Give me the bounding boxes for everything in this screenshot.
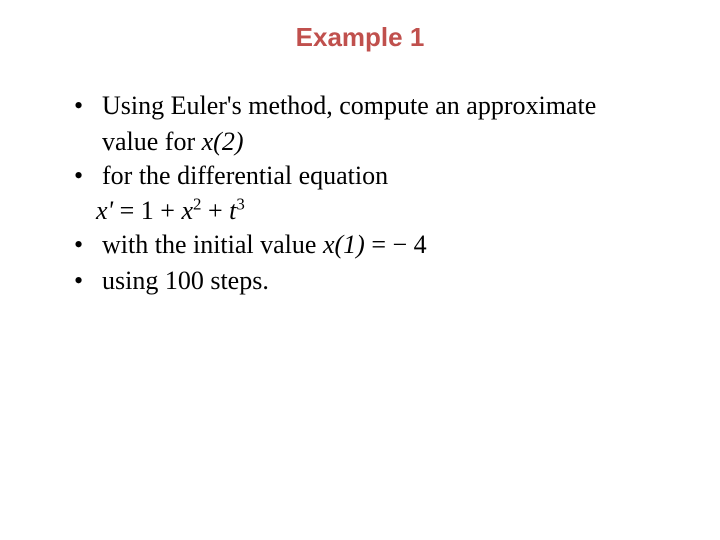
formula-x2-base: x xyxy=(181,196,193,225)
bullet-1-line2-italic: x(2) xyxy=(202,127,244,156)
bullet-2: for the differential equation xyxy=(72,159,660,193)
bullet-1-text-line1: Using Euler's method, compute an approxi… xyxy=(102,91,596,120)
bullet-1: Using Euler's method, compute an approxi… xyxy=(72,89,660,123)
slide-title: Example 1 xyxy=(0,0,720,61)
formula-line: x' = 1 + x2 + t3 xyxy=(72,194,660,228)
slide-content: Using Euler's method, compute an approxi… xyxy=(0,61,720,298)
bullet-2-text: for the differential equation xyxy=(102,161,388,190)
bullet-1-line2-prefix: value for xyxy=(102,127,202,156)
bullet-3-italic: x(1) xyxy=(323,230,365,259)
formula-eq: = 1 + xyxy=(120,196,182,225)
bullet-3-prefix: with the initial value xyxy=(102,230,323,259)
formula-plus: + xyxy=(201,196,229,225)
formula-t3-exp: 3 xyxy=(236,195,244,214)
bullet-1-continuation: value for x(2) xyxy=(72,125,660,159)
formula-x-prime: x' xyxy=(96,196,120,225)
bullet-4-text: using 100 steps. xyxy=(102,266,269,295)
bullet-3-suffix: = − 4 xyxy=(365,230,427,259)
bullet-4: using 100 steps. xyxy=(72,264,660,298)
bullet-3: with the initial value x(1) = − 4 xyxy=(72,228,660,262)
